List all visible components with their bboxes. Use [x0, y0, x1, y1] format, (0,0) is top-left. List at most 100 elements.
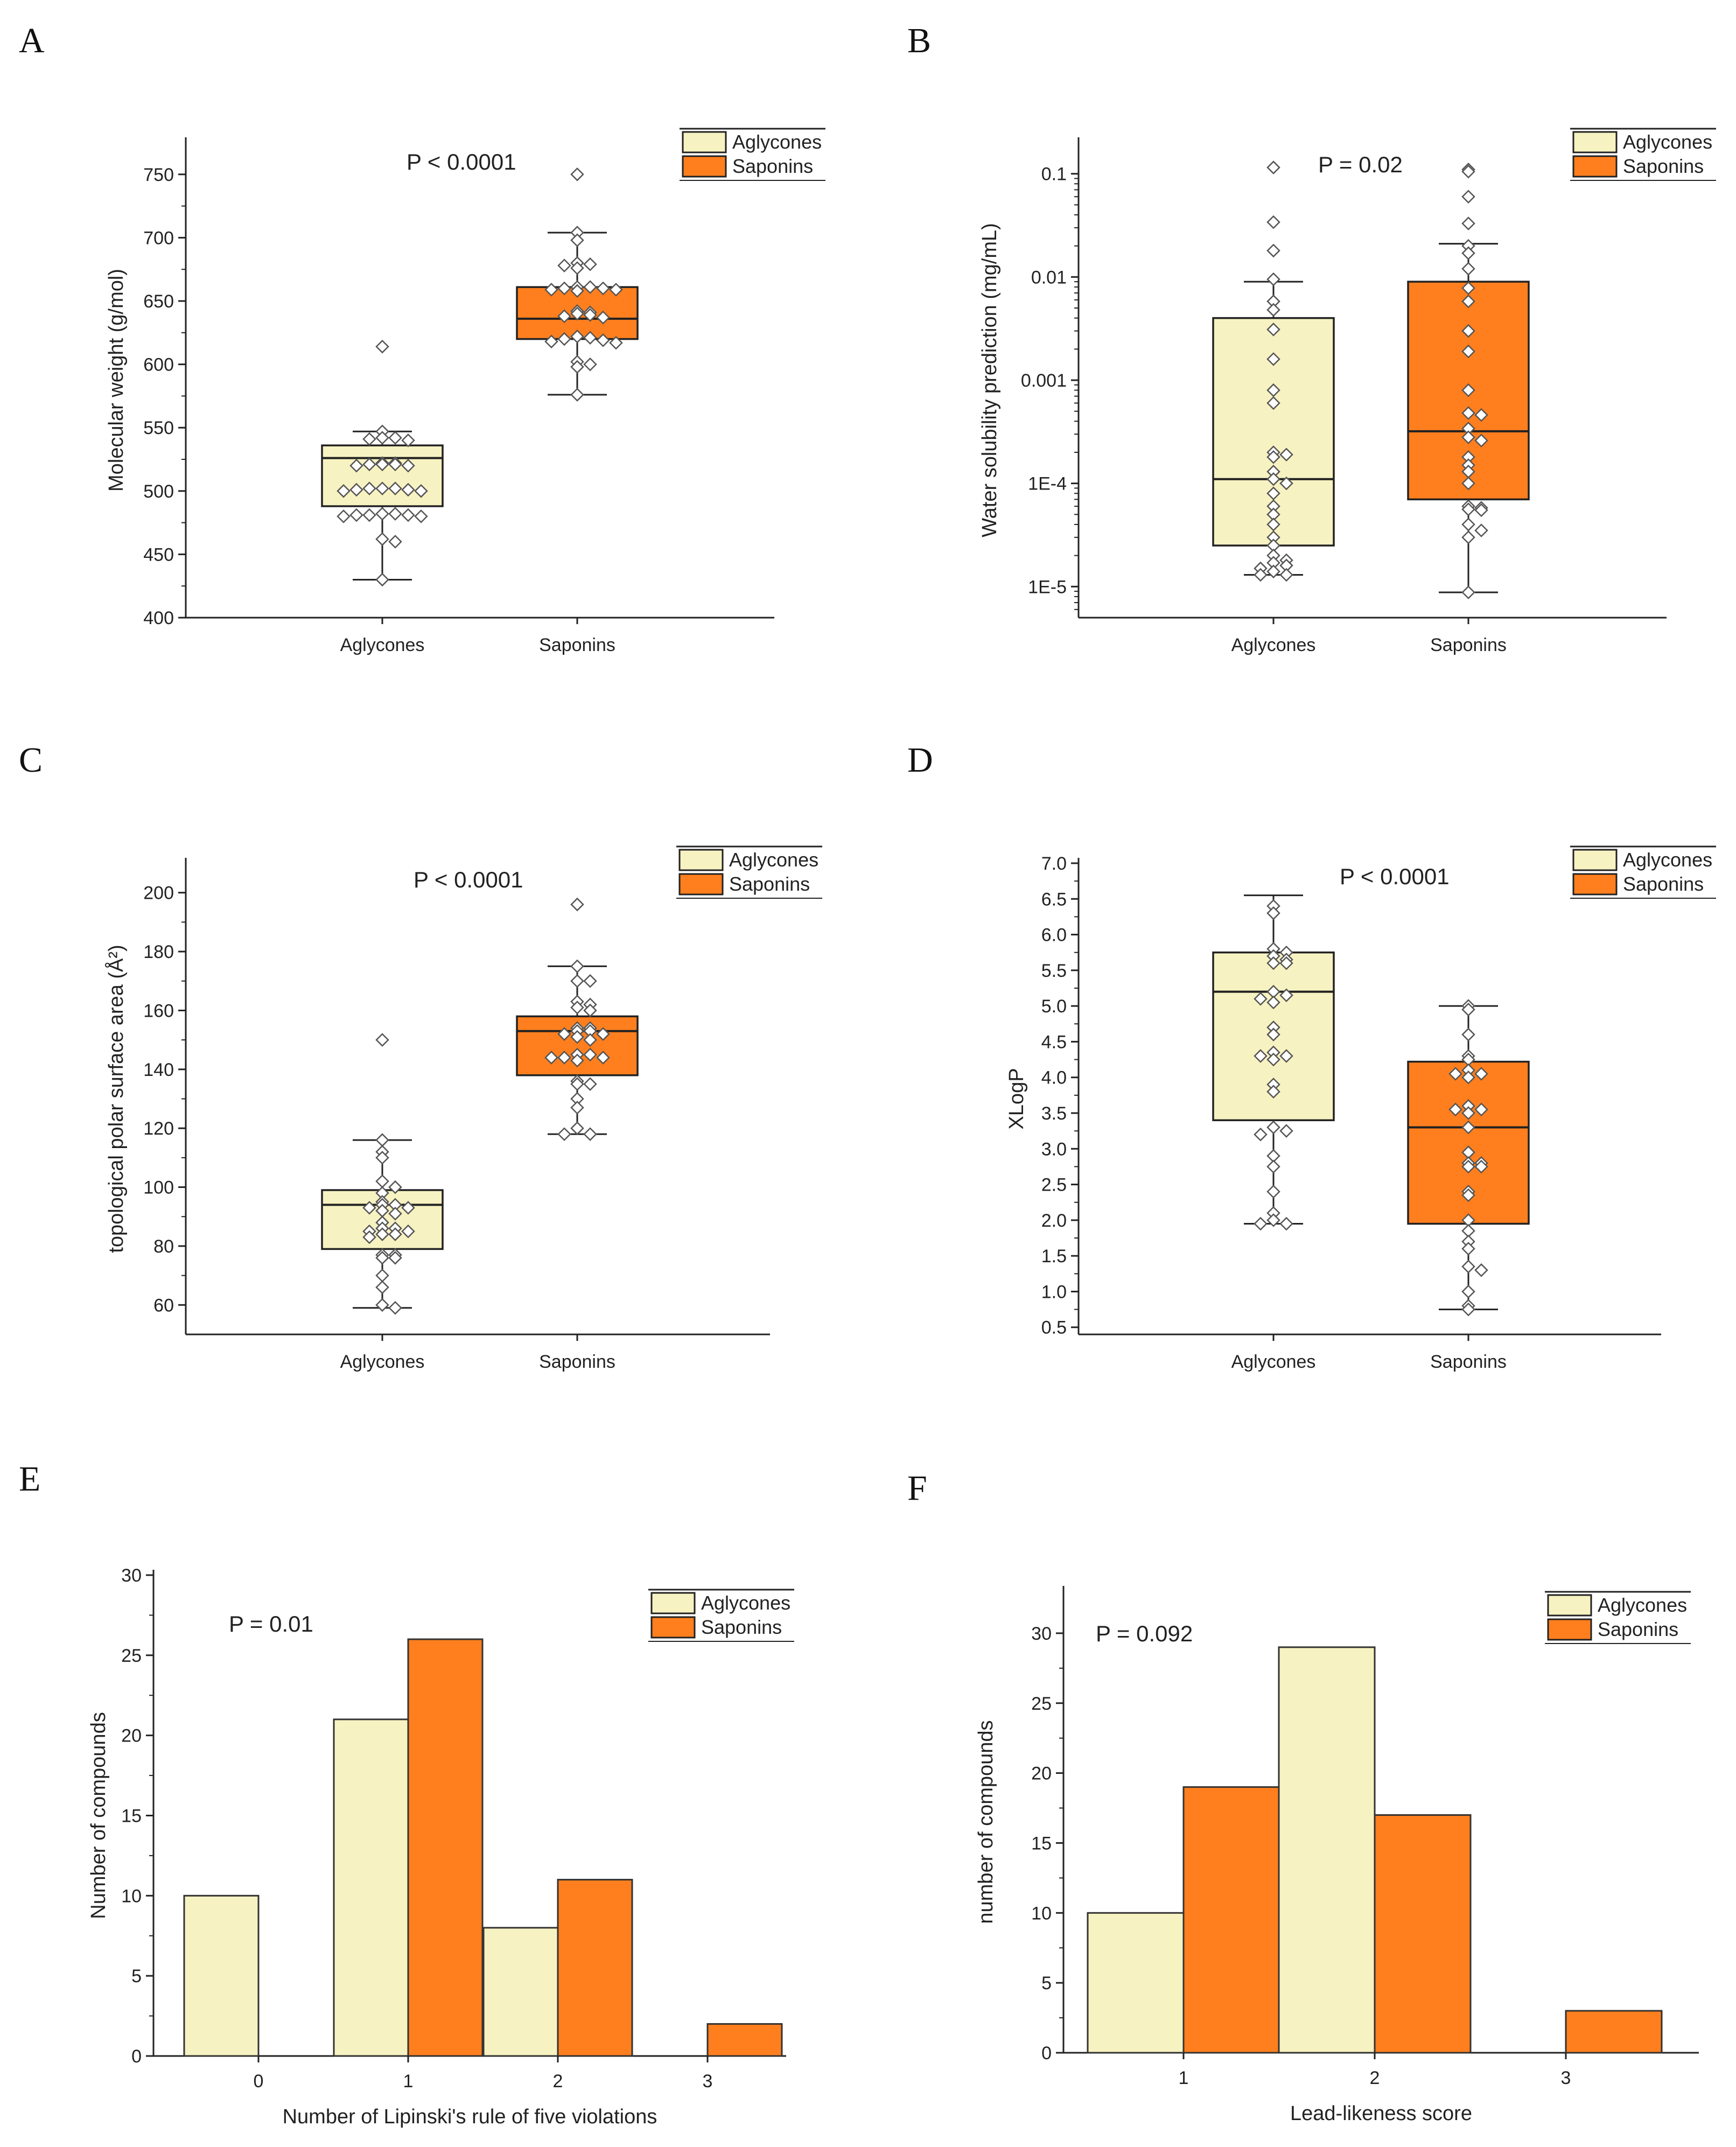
x-category-label: Saponins — [539, 1352, 615, 1372]
bar-saponins-2 — [557, 1879, 633, 2057]
bar-saponins-1 — [1182, 1786, 1280, 2054]
y-tick-label: 700 — [143, 228, 174, 248]
bar-aglycones-2 — [1278, 1646, 1376, 2054]
data-point — [349, 458, 363, 473]
data-point — [583, 331, 597, 345]
data-point — [1266, 1120, 1280, 1135]
data-point — [570, 1030, 584, 1044]
legend-label-saponins: Saponins — [1623, 155, 1704, 177]
data-point — [1266, 1185, 1280, 1199]
data-point — [1266, 396, 1280, 410]
legend-swatch-aglycones — [682, 131, 727, 153]
bar-saponins-2 — [1374, 1814, 1472, 2054]
x-category-label: Aglycones — [340, 1352, 425, 1372]
data-point — [583, 308, 597, 322]
data-point — [1461, 190, 1475, 204]
data-point — [375, 507, 389, 521]
legend-label-aglycones: Aglycones — [1623, 131, 1712, 153]
data-point — [1474, 1263, 1488, 1277]
chart-c-polar-surface-area: 60 80 100 120 140 160 180 200 topological polar … — [104, 845, 822, 1372]
data-point — [1461, 1027, 1475, 1041]
y-tick-label: 140 — [143, 1060, 174, 1080]
y-tick-label: 100 — [143, 1178, 174, 1198]
data-point — [1266, 352, 1280, 366]
y-tick-label: 4.0 — [1041, 1068, 1067, 1088]
data-point — [401, 1224, 415, 1239]
data-point — [1279, 476, 1293, 491]
y-tick-label: 600 — [143, 355, 174, 375]
data-point — [1266, 1213, 1280, 1227]
data-point — [388, 1301, 402, 1315]
chart-f-lead-likeness: 0 5 10 15 20 25 30 number of compounds P = 0.092… — [975, 1586, 1699, 2125]
data-point — [1461, 324, 1475, 338]
y-tick-label: 10 — [1031, 1903, 1052, 1924]
legend-swatch-saponins — [650, 1616, 696, 1639]
data-point — [1461, 406, 1475, 420]
data-point — [1266, 517, 1280, 531]
data-point — [375, 572, 389, 587]
x-axis-title: Lead-likeness score — [1290, 2102, 1472, 2125]
data-point — [1474, 1067, 1488, 1081]
data-point — [596, 1051, 610, 1065]
y-tick-label: 30 — [121, 1565, 142, 1586]
y-tick-label: 5 — [131, 1966, 142, 1987]
data-point — [583, 357, 597, 372]
legend-label-saponins: Saponins — [1623, 873, 1704, 895]
data-point — [570, 167, 584, 181]
x-category-label: Aglycones — [1231, 1352, 1316, 1372]
data-point — [583, 1033, 597, 1047]
data-point — [557, 1027, 571, 1041]
data-point — [1254, 1216, 1268, 1231]
x-category-label: Saponins — [539, 635, 615, 655]
x-category-label: 2 — [1370, 2068, 1380, 2088]
p-value-label: P < 0.0001 — [407, 149, 516, 174]
data-point — [557, 281, 571, 296]
legend-label-aglycones: Aglycones — [1623, 849, 1712, 871]
chart-e-lipinski-violations: 0 5 10 15 20 25 30 Number of compounds P = 0.01 0… — [87, 1565, 794, 2128]
x-category-label: Saponins — [1430, 635, 1507, 655]
data-point — [570, 284, 584, 298]
data-point — [401, 482, 415, 497]
data-point — [1474, 1102, 1488, 1117]
legend-label-saponins: Saponins — [1598, 1618, 1678, 1640]
data-point — [1266, 323, 1280, 337]
data-point — [1461, 1106, 1475, 1120]
data-point — [349, 508, 363, 522]
bar-aglycones-1 — [333, 1718, 409, 2057]
y-tick-label: 3.0 — [1041, 1139, 1067, 1159]
data-point — [583, 1047, 597, 1062]
data-point — [1461, 476, 1475, 491]
data-point — [388, 481, 402, 495]
legend-swatch-aglycones — [1572, 849, 1618, 871]
p-value-label: P = 0.01 — [229, 1611, 313, 1637]
data-point — [544, 1051, 558, 1065]
data-point — [414, 509, 428, 523]
y-tick-label: 5 — [1041, 1973, 1052, 1994]
y-tick-label: 0.001 — [1021, 370, 1067, 391]
data-point — [1474, 1159, 1488, 1174]
x-category-label: Saponins — [1430, 1352, 1507, 1372]
y-tick-label: 2.0 — [1041, 1211, 1067, 1231]
data-point — [1461, 1260, 1475, 1274]
data-point — [388, 1207, 402, 1221]
legend-swatch-saponins — [1572, 155, 1618, 178]
data-point — [609, 283, 623, 297]
data-point — [583, 1127, 597, 1141]
data-point — [1461, 1159, 1475, 1174]
data-point — [570, 1053, 584, 1068]
data-point — [388, 431, 402, 445]
data-point — [1461, 1284, 1475, 1299]
y-tick-label: 6.0 — [1041, 925, 1067, 946]
data-point — [570, 1077, 584, 1091]
legend-swatch-saponins — [1547, 1618, 1592, 1641]
data-point — [1266, 1052, 1280, 1067]
y-tick-label: 15 — [121, 1806, 142, 1827]
data-point — [375, 1298, 389, 1312]
data-point — [1266, 486, 1280, 500]
data-point — [388, 535, 402, 549]
y-tick-label: 20 — [1031, 1764, 1052, 1784]
y-axis-title: topological polar surface area (Å²) — [104, 945, 128, 1253]
y-tick-label: 0 — [1041, 2043, 1052, 2064]
data-point — [1461, 246, 1475, 260]
y-tick-label: 0.01 — [1031, 267, 1067, 288]
